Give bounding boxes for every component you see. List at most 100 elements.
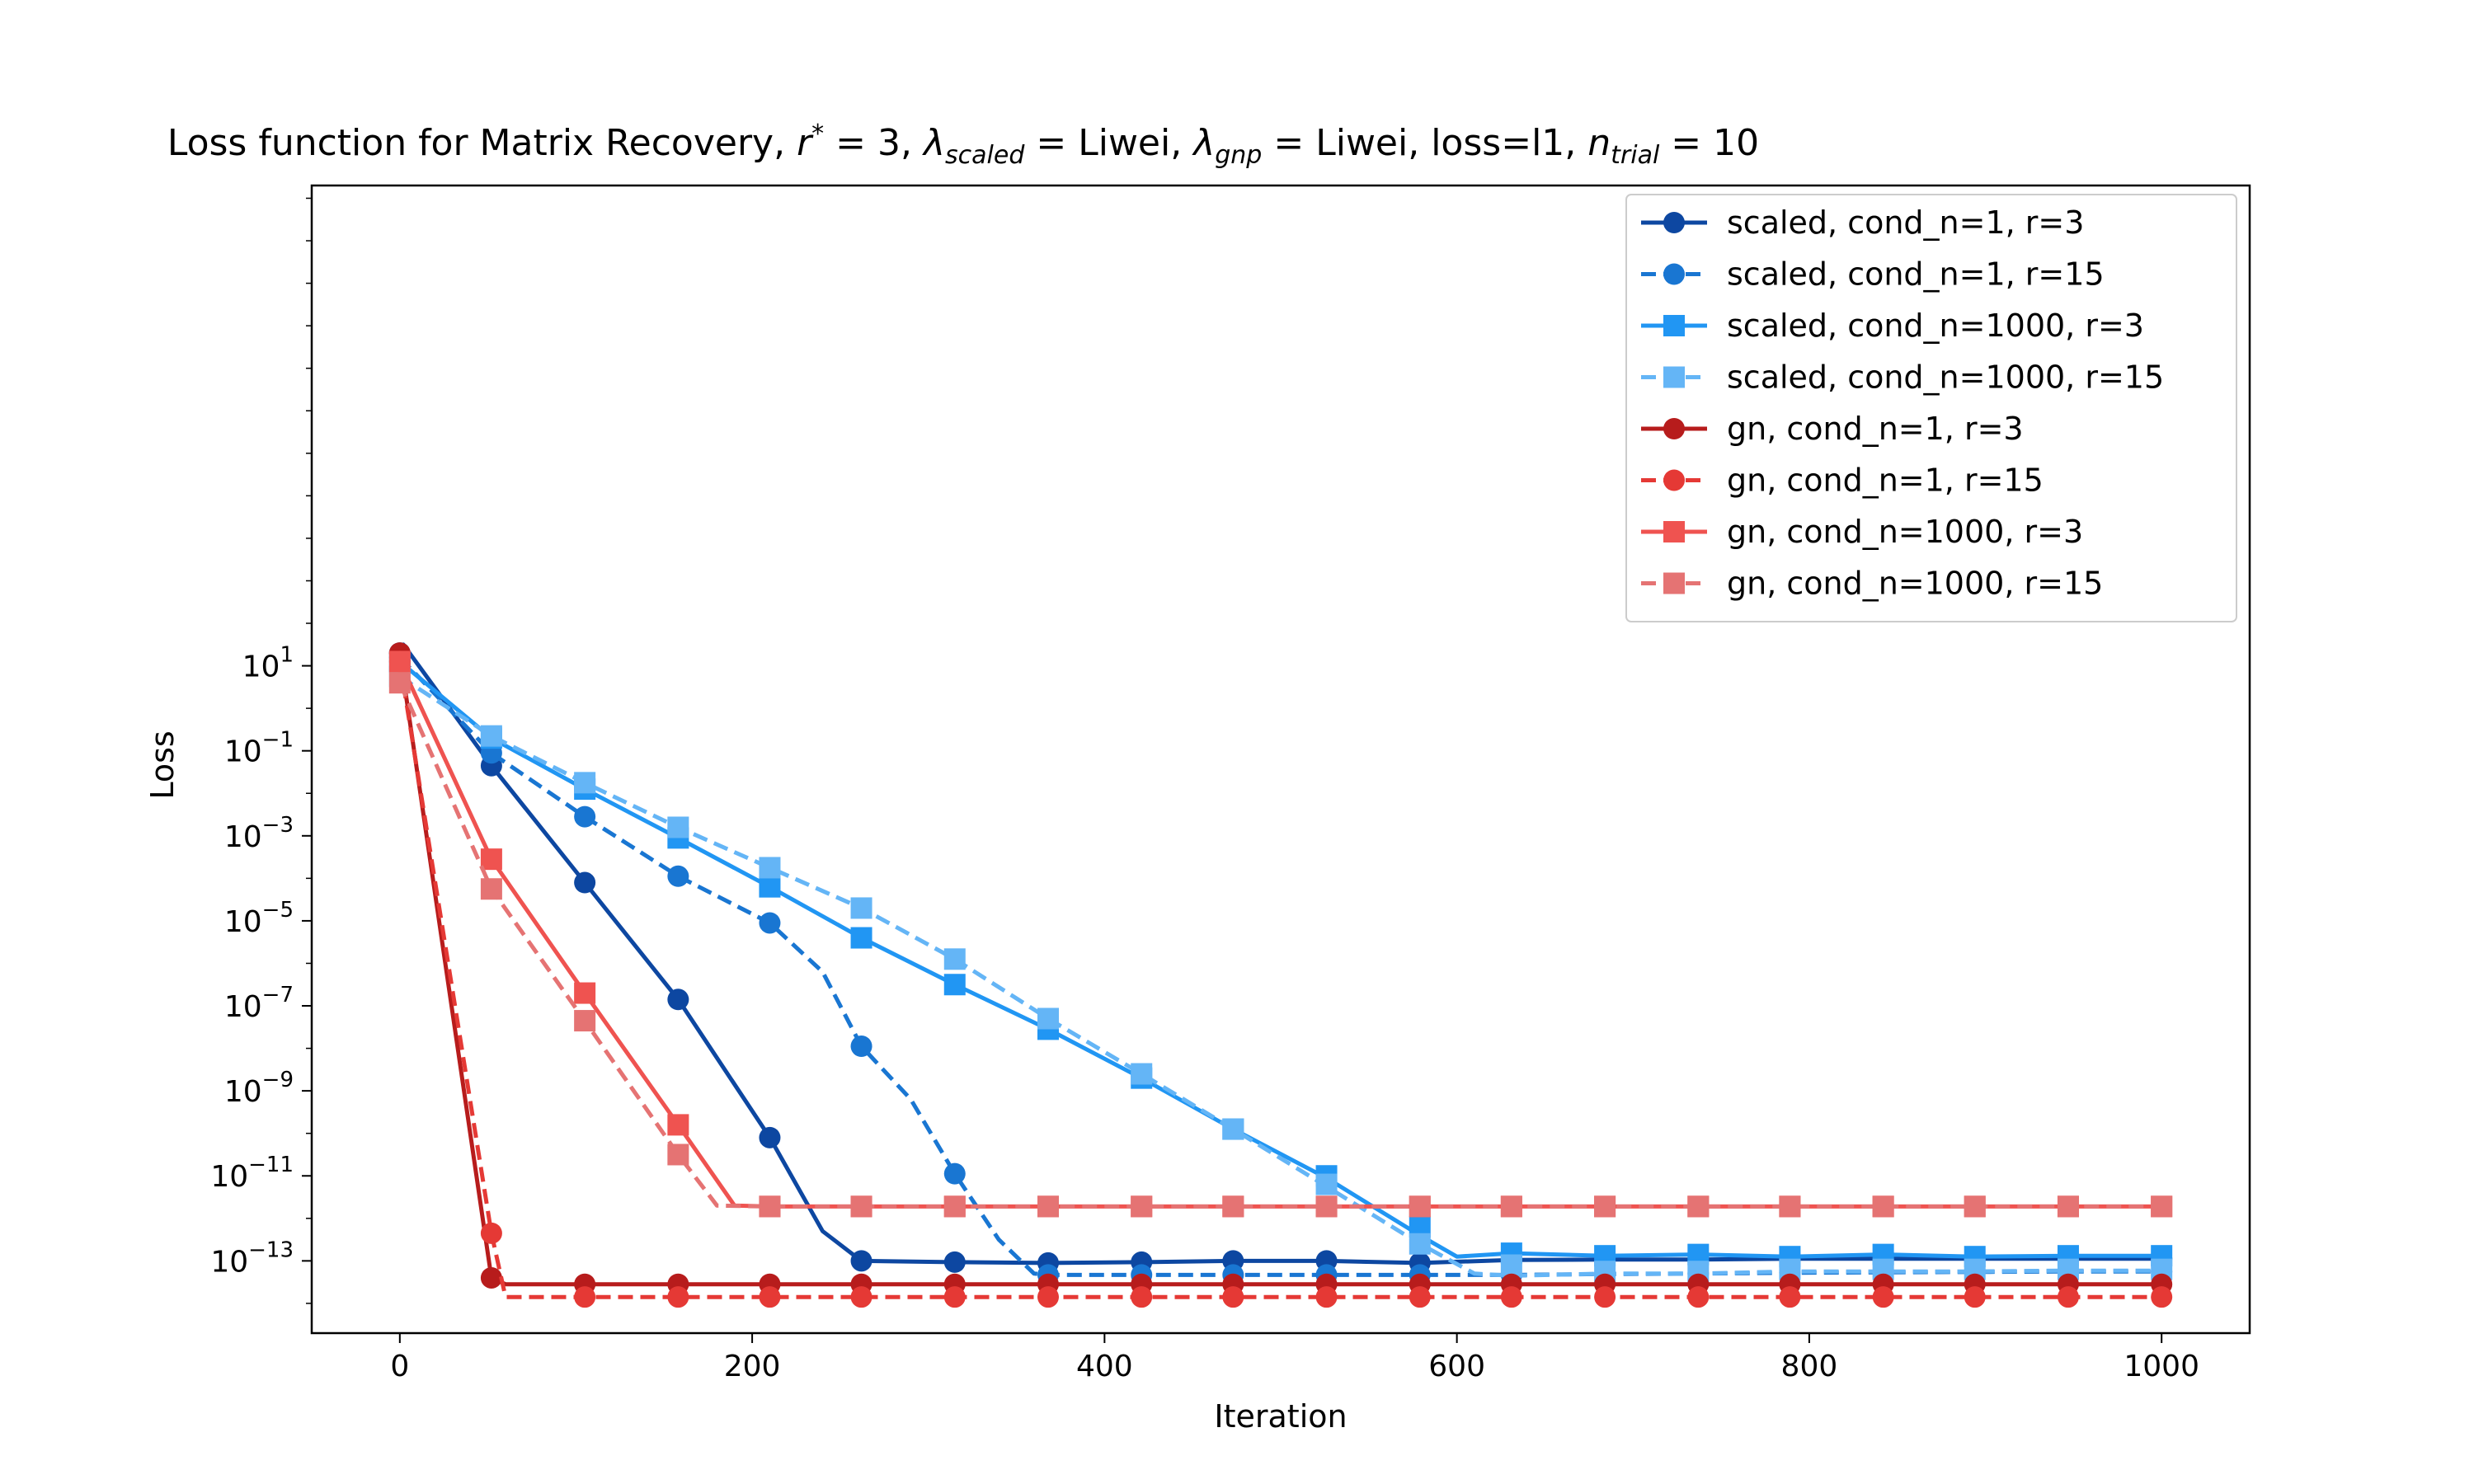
data-point-marker [1131,1286,1153,1308]
data-point-marker [667,989,689,1011]
data-point-marker [574,1286,596,1308]
series-line [397,642,2162,1266]
title-rstar: r [797,122,814,164]
data-point-marker [1315,1286,1338,1308]
data-point-marker [759,876,781,898]
legend-label: scaled, cond_n=1, r=3 [1727,204,2084,241]
data-point-marker [943,1162,966,1185]
data-point-marker [1037,1286,1059,1308]
data-point-marker [2057,1286,2079,1308]
legend-item: gn, cond_n=1, r=3 [1641,411,2024,447]
legend-marker [1663,212,1685,233]
data-point-marker [1315,1173,1338,1195]
data-point-marker [574,1010,596,1032]
data-point-marker [759,912,781,934]
data-point-marker [1222,1118,1244,1140]
legend-item: scaled, cond_n=1000, r=3 [1641,308,2144,344]
data-point-marker [1779,1286,1801,1308]
data-point-marker [574,982,596,1004]
title-lambda-gnp-val: = Liwei, [1262,122,1431,164]
data-point-marker [1409,1233,1431,1255]
x-tick-label: 200 [724,1350,781,1383]
series-layer [388,642,2173,1308]
data-point-marker [850,1036,872,1057]
title-lambda-1: λ [922,122,945,164]
data-point-marker [667,865,689,887]
legend-label: gn, cond_n=1000, r=15 [1727,566,2103,602]
data-point-marker [1222,1286,1244,1308]
data-point-marker [1872,1286,1894,1308]
data-point-marker [2151,1286,2173,1308]
x-tick-label: 0 [390,1350,409,1383]
data-point-marker [943,1195,966,1218]
data-point-marker [388,650,411,673]
data-point-marker [759,1286,781,1308]
data-point-marker [388,672,411,694]
legend-marker [1663,263,1685,285]
data-point-marker [667,1286,689,1308]
y-tick-label: 101 [242,643,294,684]
x-tick-label: 1000 [2124,1350,2199,1383]
data-point-marker [574,805,596,828]
data-point-marker [759,1195,781,1218]
data-point-marker [850,1250,872,1272]
legend-marker [1663,469,1685,491]
data-point-marker [1409,1286,1431,1308]
legend-label: scaled, cond_n=1, r=15 [1727,256,2105,293]
data-point-marker [943,974,966,996]
data-point-marker [850,897,872,919]
data-point-marker [943,948,966,970]
data-point-marker [1687,1195,1710,1218]
data-point-marker [1594,1286,1616,1308]
y-tick-label: 10−3 [224,813,294,854]
legend-marker [1663,572,1685,594]
x-tick-label: 400 [1076,1350,1133,1383]
y-tick-label: 10−7 [224,983,294,1024]
title-rstar-val: = 3, [824,122,924,164]
title-lambda-scaled-sub: scaled [945,141,1025,170]
legend-item: gn, cond_n=1000, r=15 [1641,566,2103,602]
y-tick-label: 10−11 [210,1153,294,1194]
legend-box [1625,194,2237,622]
legend-item: scaled, cond_n=1, r=15 [1641,256,2105,293]
title-n-sub: trial [1611,141,1660,170]
data-point-marker [1131,1063,1153,1085]
legend-marker [1663,315,1685,336]
x-axis-label: Iteration [1214,1398,1347,1435]
data-point-marker [667,816,689,838]
data-point-marker [1872,1195,1894,1218]
data-point-marker [1131,1195,1153,1218]
legend-marker [1663,418,1685,439]
data-point-marker [1500,1195,1522,1218]
legend: scaled, cond_n=1, r=3 scaled, cond_n=1, r… [1625,194,2237,622]
data-point-marker [480,1222,502,1244]
title-prefix: Loss function for Matrix Recovery, [167,122,797,164]
x-axis-ticks: 0 200 400 600 800 1000 [390,1333,2199,1383]
data-point-marker [1037,1007,1059,1030]
legend-label: scaled, cond_n=1000, r=15 [1727,359,2164,396]
data-point-marker [1779,1195,1801,1218]
data-point-marker [1500,1286,1522,1308]
legend-label: gn, cond_n=1000, r=3 [1727,514,2083,550]
title-lambda-gnp-sub: gnp [1215,141,1262,170]
legend-item: scaled, cond_n=1000, r=15 [1641,359,2164,396]
legend-label: gn, cond_n=1, r=15 [1727,463,2044,499]
data-point-marker [1500,1254,1522,1276]
y-tick-label: 10−13 [210,1237,294,1279]
title-lambda-2: λ [1192,122,1215,164]
data-point-marker [1315,1195,1338,1218]
data-point-marker [480,1266,502,1289]
data-point-marker [667,1144,689,1166]
data-point-marker [480,848,502,871]
data-point-marker [1964,1195,1986,1218]
data-point-marker [1222,1195,1244,1218]
legend-label: gn, cond_n=1, r=3 [1727,411,2024,447]
plot-area-frame [310,184,2251,1335]
legend-item: gn, cond_n=1000, r=3 [1641,514,2083,550]
data-point-marker [1964,1286,1986,1308]
chart-title: Loss function for Matrix Recovery, r* = … [167,120,1759,170]
title-lambda-scaled-val: = Liwei, [1024,122,1193,164]
series-6 [388,650,2173,1308]
y-tick-label: 10−5 [224,898,294,939]
